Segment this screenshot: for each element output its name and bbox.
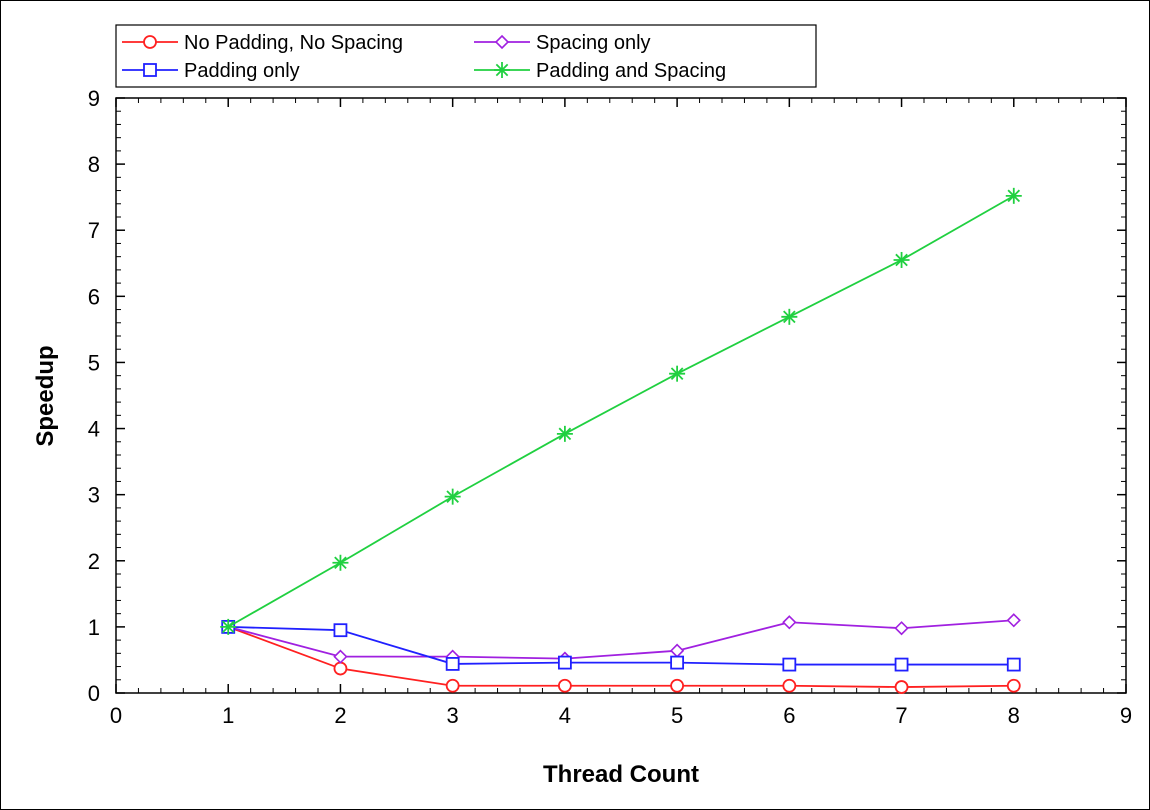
data-point bbox=[333, 623, 348, 638]
x-tick-label: 1 bbox=[222, 703, 234, 728]
legend-entry: Padding only bbox=[122, 60, 300, 82]
data-point bbox=[333, 661, 348, 676]
x-tick-label: 6 bbox=[783, 703, 795, 728]
data-point bbox=[781, 308, 798, 325]
data-point bbox=[332, 554, 349, 571]
x-axis-title: Thread Count bbox=[543, 761, 699, 788]
legend-marker bbox=[494, 62, 510, 78]
data-point bbox=[670, 678, 685, 693]
asterisk-stroke bbox=[895, 253, 908, 267]
y-tick-label: 5 bbox=[88, 350, 100, 375]
data-point bbox=[556, 425, 573, 442]
series-line bbox=[227, 195, 1015, 628]
asterisk-stroke bbox=[334, 556, 347, 570]
x-tick-label: 5 bbox=[671, 703, 683, 728]
data-point bbox=[557, 678, 572, 693]
asterisk-stroke bbox=[558, 427, 572, 441]
x-tick-label: 0 bbox=[110, 703, 122, 728]
data-point bbox=[1006, 657, 1021, 672]
series-2 bbox=[221, 619, 1021, 672]
legend-box bbox=[115, 24, 817, 88]
series-line bbox=[228, 625, 1014, 666]
x-tick-label: 4 bbox=[559, 703, 571, 728]
data-point bbox=[670, 655, 685, 670]
data-point bbox=[669, 365, 686, 382]
data-point bbox=[894, 680, 909, 694]
series-3 bbox=[220, 187, 1022, 635]
data-point bbox=[1005, 187, 1022, 204]
series-line bbox=[227, 626, 1014, 688]
y-tick-label: 8 bbox=[88, 152, 100, 177]
x-tick-label: 2 bbox=[334, 703, 346, 728]
legend-entry: No Padding, No Spacing bbox=[122, 32, 403, 54]
plot-area-border bbox=[115, 97, 1127, 694]
legend-label: Spacing only bbox=[536, 32, 651, 54]
axes: 0 1 2 3 4 5 6 7 8 9 0 1 2 3 4 5 6 7 8 9 bbox=[88, 86, 1132, 728]
legend-label: No Padding, No Spacing bbox=[184, 32, 403, 54]
x-tick-label: 3 bbox=[447, 703, 459, 728]
data-point bbox=[1006, 678, 1021, 693]
data-point bbox=[1006, 613, 1021, 628]
x-tick-label: 8 bbox=[1008, 703, 1020, 728]
asterisk-stroke bbox=[495, 63, 509, 77]
data-point bbox=[894, 657, 909, 672]
legend-entry: Spacing only bbox=[474, 32, 651, 54]
asterisk-stroke bbox=[221, 620, 235, 634]
data-point bbox=[445, 678, 460, 693]
y-tick-label: 4 bbox=[88, 417, 100, 442]
series-layer bbox=[220, 187, 1022, 694]
y-tick-label: 0 bbox=[88, 681, 100, 706]
data-point bbox=[445, 657, 460, 671]
asterisk-stroke bbox=[783, 310, 796, 324]
y-tick-label: 7 bbox=[88, 218, 100, 243]
series-1 bbox=[221, 613, 1021, 666]
x-tick-label: 9 bbox=[1120, 703, 1132, 728]
data-point bbox=[557, 655, 572, 670]
legend-label: Padding only bbox=[184, 60, 300, 82]
y-tick-label: 6 bbox=[88, 284, 100, 309]
data-point bbox=[220, 618, 237, 635]
y-axis-title: Speedup bbox=[32, 345, 59, 446]
legend-marker bbox=[143, 63, 157, 77]
y-tick-label: 2 bbox=[88, 549, 100, 574]
x-tick-label: 7 bbox=[895, 703, 907, 728]
series-line bbox=[227, 619, 1014, 660]
legend-label: Padding and Spacing bbox=[536, 60, 726, 82]
data-point bbox=[444, 488, 461, 505]
asterisk-stroke bbox=[446, 490, 459, 503]
data-point bbox=[782, 657, 797, 672]
data-point bbox=[669, 643, 685, 658]
legend-marker bbox=[494, 34, 510, 50]
asterisk-stroke bbox=[1007, 189, 1021, 203]
legend-marker bbox=[143, 35, 157, 49]
legend-entry: Padding and Spacing bbox=[474, 60, 726, 82]
data-point bbox=[782, 678, 797, 693]
data-point bbox=[893, 251, 910, 268]
y-tick-label: 3 bbox=[88, 483, 100, 508]
legend: No Padding, No Spacing Padding only Spacin… bbox=[115, 24, 817, 88]
asterisk-stroke bbox=[670, 367, 684, 380]
data-point bbox=[333, 649, 348, 664]
data-point bbox=[782, 615, 797, 630]
data-point bbox=[894, 621, 909, 636]
y-tick-label: 1 bbox=[88, 615, 100, 640]
y-tick-label: 9 bbox=[88, 86, 100, 111]
